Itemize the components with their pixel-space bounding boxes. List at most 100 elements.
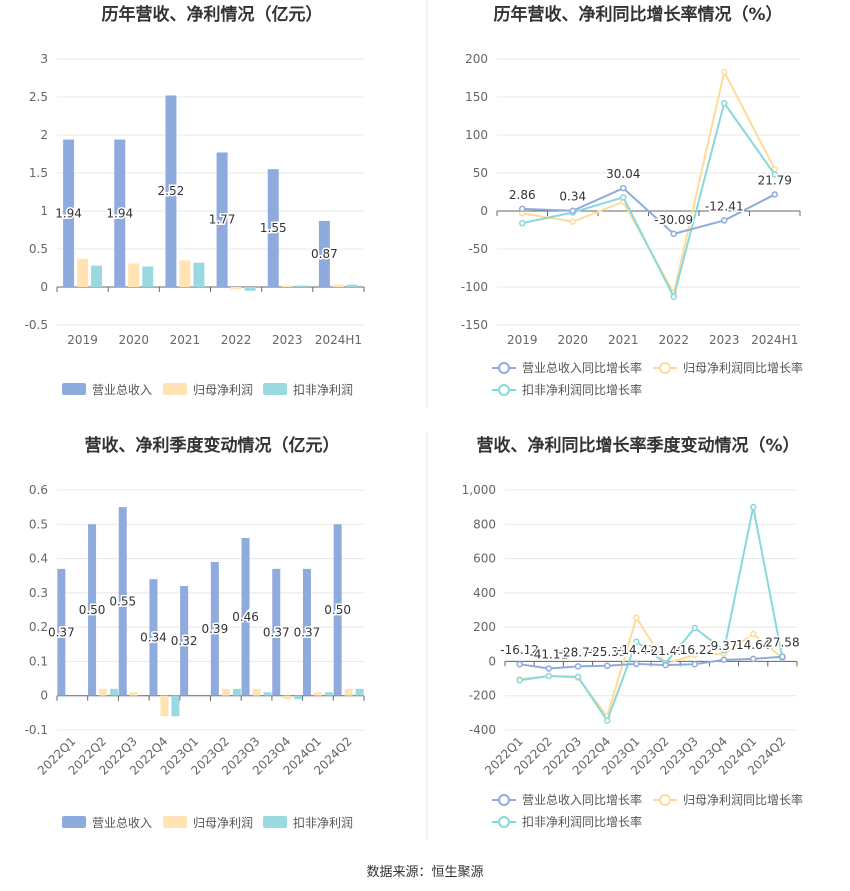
x-tick-label: 2019: [67, 333, 98, 347]
y-tick-label: 1.5: [29, 166, 48, 180]
bar-net-profit: [179, 260, 191, 287]
bar-revenue: [241, 538, 250, 696]
bar-deducted-profit: [294, 695, 303, 700]
legend-marker: [498, 816, 510, 828]
legend-swatch: [163, 383, 187, 395]
x-tick-label: 2021: [608, 333, 639, 347]
y-tick-label: 3: [40, 52, 48, 66]
chart-title: 历年营收、净利同比增长率情况（%）: [493, 4, 782, 25]
bar-data-label: 1.94: [55, 206, 82, 220]
bar-revenue: [216, 152, 228, 287]
bar-data-label: 0.37: [48, 625, 75, 639]
series-point-2: [574, 673, 582, 681]
y-tick-label: 100: [465, 128, 488, 142]
series-point-2: [720, 647, 728, 654]
bar-net-profit: [283, 695, 292, 700]
x-tick-label: 2024H1: [751, 333, 798, 347]
point-data-label: 30.04: [606, 167, 640, 181]
legend-label: 归母净利润: [193, 383, 253, 397]
series-point-1: [749, 630, 757, 638]
bar-data-label: 0.34: [140, 630, 167, 644]
series-point-0: [662, 661, 669, 669]
series-point-0: [691, 660, 699, 668]
point-data-label: 21.79: [758, 173, 792, 187]
point-data-label: -21.49: [646, 644, 685, 658]
series-point-2: [633, 638, 640, 645]
series-point-0: [569, 207, 576, 214]
y-tick-label: 800: [473, 517, 496, 531]
bar-net-profit: [129, 692, 138, 696]
chart-title: 历年营收、净利情况（亿元）: [102, 4, 323, 25]
bar-revenue: [118, 507, 127, 696]
x-tick-label: 2022: [221, 333, 252, 347]
series-point-0: [519, 205, 526, 213]
series-line-2: [522, 100, 776, 300]
annual-revenue-profit-chart: 历年营收、净利情况（亿元） -0.5 0 0.5 1 1.5 2 2.5 3 2019 2020 20…: [25, 4, 365, 397]
bar-net-profit: [221, 688, 230, 696]
bar-net-profit: [281, 285, 293, 287]
y-tick-label: 150: [465, 90, 488, 104]
legend-swatch: [62, 383, 86, 395]
bar-net-profit: [344, 688, 353, 696]
bar-data-label: 0.37: [263, 625, 290, 639]
bar-revenue: [165, 95, 177, 287]
bar-data-label: 2.52: [158, 184, 185, 198]
legend-label: 扣非净利润: [293, 816, 353, 830]
series-point-2: [721, 99, 728, 107]
legend-marker: [498, 794, 510, 806]
bar-deducted-profit: [244, 287, 256, 291]
y-tick-label: -0.5: [25, 318, 48, 332]
y-tick-label: 0.4: [29, 552, 48, 566]
legend-label: 营业总收入: [92, 816, 152, 830]
series-point-2: [603, 717, 611, 724]
bar-net-profit: [160, 695, 169, 717]
legend-marker: [498, 362, 510, 374]
annual-growth-rate-chart: 历年营收、净利同比增长率情况（%） -150 -100 -50 0 50 100 150 200…: [461, 4, 803, 397]
bar-revenue: [180, 586, 189, 696]
bar-data-label: 0.37: [294, 625, 321, 639]
series-point-0: [620, 184, 627, 192]
bar-data-label: 1.55: [260, 221, 287, 235]
bar-data-label: 0.87: [311, 247, 338, 261]
data-source-text: 数据来源：恒生聚源: [366, 865, 483, 880]
y-tick-label: -100: [461, 280, 488, 294]
bar-deducted-profit: [110, 688, 119, 696]
y-tick-label: 200: [465, 52, 488, 66]
series-point-0: [749, 655, 757, 663]
bar-deducted-profit: [142, 266, 154, 287]
bar-deducted-profit: [91, 265, 103, 287]
y-tick-label: -200: [469, 689, 496, 703]
y-tick-label: 0.5: [29, 242, 48, 256]
point-data-label: -41.11: [529, 647, 568, 661]
series-point-0: [779, 653, 786, 660]
bar-data-label: 1.94: [106, 206, 133, 220]
bar-net-profit: [77, 258, 89, 287]
bar-data-label: 1.77: [209, 213, 236, 227]
series-line-0: [522, 186, 776, 235]
chart-title: 营收、净利同比增长率季度变动情况（%）: [476, 435, 799, 456]
x-tick-label: 2021: [170, 333, 201, 347]
bar-revenue: [318, 220, 330, 287]
y-tick-label: -400: [469, 723, 496, 737]
y-tick-label: 0: [40, 689, 48, 703]
series-point-0: [720, 656, 728, 664]
legend-marker: [659, 794, 671, 806]
series-point-2: [519, 219, 526, 227]
legend-label: 营业总收入同比增长率: [522, 360, 642, 375]
y-tick-label: 0.1: [29, 654, 48, 668]
series-point-0: [545, 665, 553, 672]
bar-data-label: 0.55: [109, 594, 136, 608]
series-point-1: [569, 218, 576, 225]
y-tick-label: 200: [473, 620, 496, 634]
legend-label: 归母净利润同比增长率: [683, 792, 803, 807]
legend-label: 营业总收入: [92, 383, 152, 397]
bar-deducted-profit: [171, 695, 180, 717]
series-point-1: [633, 614, 640, 621]
bar-deducted-profit: [346, 284, 358, 287]
point-data-label: 14.64: [736, 638, 770, 652]
bar-revenue: [114, 139, 126, 287]
bar-revenue: [267, 169, 279, 287]
bar-revenue: [210, 562, 219, 696]
series-point-2: [516, 677, 523, 684]
